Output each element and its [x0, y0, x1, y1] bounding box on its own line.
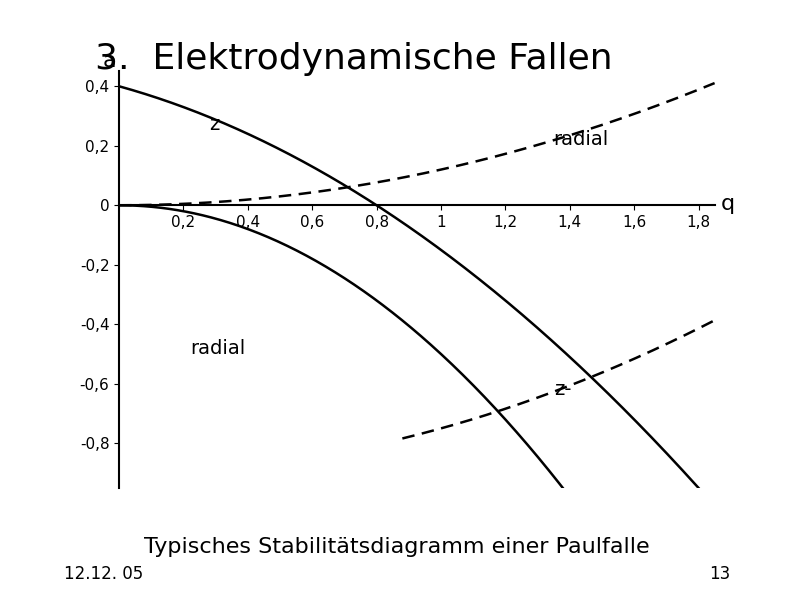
Text: 12.12. 05: 12.12. 05 — [64, 565, 143, 583]
Text: 3.  Elektrodynamische Fallen: 3. Elektrodynamische Fallen — [95, 42, 613, 76]
Text: radial: radial — [190, 339, 245, 358]
Text: z-: z- — [553, 380, 571, 399]
Text: Typisches Stabilitätsdiagramm einer Paulfalle: Typisches Stabilitätsdiagramm einer Paul… — [145, 537, 649, 558]
Text: 13: 13 — [709, 565, 730, 583]
Text: q: q — [721, 194, 735, 214]
Text: a: a — [102, 51, 116, 71]
Text: z: z — [210, 115, 220, 134]
Text: radial: radial — [553, 130, 609, 149]
